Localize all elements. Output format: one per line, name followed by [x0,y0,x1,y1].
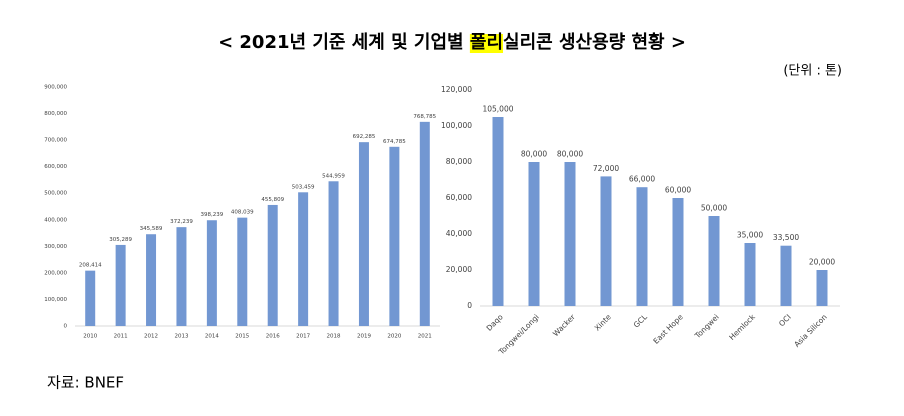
value-label: 208,414 [79,263,102,269]
x-tick-label: 2011 [114,334,128,340]
x-tick-label: 2016 [266,334,280,340]
y-tick-label: 0 [467,301,472,310]
bar [206,220,217,326]
y-tick-label: 100,000 [44,297,67,303]
value-label: 372,239 [170,219,193,225]
y-tick-label: 0 [64,324,68,330]
value-label: 35,000 [737,231,763,240]
value-label: 503,459 [292,184,315,190]
bar [176,227,187,326]
bar [328,181,339,326]
x-tick-label: 2010 [83,334,97,340]
title: < 2021년 기준 세계 및 기업별 폴리실리콘 생산용량 현황 > [218,32,686,53]
bar [298,192,309,326]
source: 자료: BNEF [47,374,124,392]
bar [816,270,828,306]
value-label: 66,000 [629,175,655,184]
bar [780,245,792,306]
bar [528,162,540,306]
y-tick-label: 900,000 [44,85,67,91]
unit: (단위 : 톤) [783,64,842,79]
title-highlight-bg [469,34,504,53]
title-part: < 2021년 기준 세계 및 기업별 [218,32,470,53]
y-tick-label: 80,000 [446,157,472,166]
bar [672,198,684,306]
bar [267,204,278,326]
value-label: 60,000 [665,186,691,195]
y-tick-label: 200,000 [44,270,67,276]
value-label: 345,589 [140,226,163,232]
value-label: 50,000 [701,204,727,213]
x-tick-label: 2020 [387,334,401,340]
y-tick-label: 40,000 [446,229,472,238]
bar [358,142,369,326]
title-highlight: 폴리 [470,32,503,53]
y-tick-label: 500,000 [44,191,67,197]
value-label: 398,239 [201,212,224,218]
x-tick-label: 2017 [296,334,310,340]
value-label: 105,000 [482,105,513,114]
y-tick-label: 100,000 [441,121,472,130]
value-label: 674,785 [383,139,406,145]
bar [419,121,430,326]
bar [564,162,576,306]
y-tick-label: 300,000 [44,244,67,250]
x-tick-label: 2015 [235,334,249,340]
x-tick-label: 2021 [418,334,432,340]
value-label: 72,000 [593,164,619,173]
bar [115,244,126,326]
bar [636,187,648,306]
y-tick-label: 400,000 [44,217,67,223]
value-label: 20,000 [809,258,835,267]
value-label: 408,039 [231,210,254,216]
bar [146,234,157,326]
value-label: 80,000 [557,150,583,159]
value-label: 80,000 [521,150,547,159]
x-tick-label: 2012 [144,334,158,340]
y-tick-label: 800,000 [44,111,67,117]
value-label: 455,809 [261,197,284,203]
value-label: 768,785 [413,114,436,120]
bar [744,243,756,306]
title-part: 실리콘 생산용량 현황 > [503,32,686,53]
bar [389,146,400,326]
y-tick-label: 60,000 [446,193,472,202]
bar [708,216,720,306]
y-tick-label: 120,000 [441,85,472,94]
value-label: 305,289 [109,237,132,243]
x-tick-label: 2013 [174,334,188,340]
bar [492,117,504,306]
bar [600,176,612,306]
x-tick-label: 2019 [357,334,371,340]
value-label: 33,500 [773,233,799,242]
x-tick-label: 2014 [205,334,219,340]
value-label: 692,285 [353,134,376,140]
bar [85,270,96,326]
y-tick-label: 600,000 [44,164,67,170]
x-tick-label: 2018 [327,334,341,340]
y-tick-label: 20,000 [446,265,472,274]
value-label: 544,959 [322,173,345,179]
bar [237,217,248,326]
y-tick-label: 700,000 [44,138,67,144]
